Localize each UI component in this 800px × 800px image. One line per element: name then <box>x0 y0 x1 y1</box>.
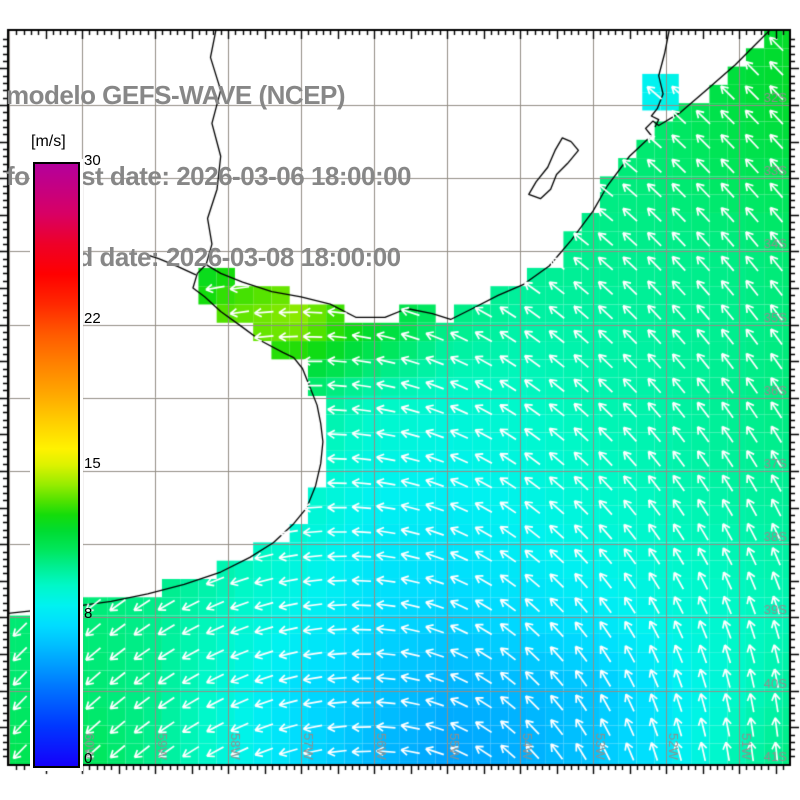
colorbar-tick-label: 22 <box>84 310 101 327</box>
model-title: modelo GEFS-WAVE (NCEP) <box>6 80 346 110</box>
colorbar-tick-label: 8 <box>84 605 93 622</box>
colorbar-tick-label: 30 <box>84 152 101 169</box>
colorbar-tick-label: 0 <box>84 750 93 767</box>
colorbar-tick-label: 15 <box>84 455 101 472</box>
colorbar <box>33 162 80 768</box>
colorbar-unit-label: [m/s] <box>31 133 66 150</box>
